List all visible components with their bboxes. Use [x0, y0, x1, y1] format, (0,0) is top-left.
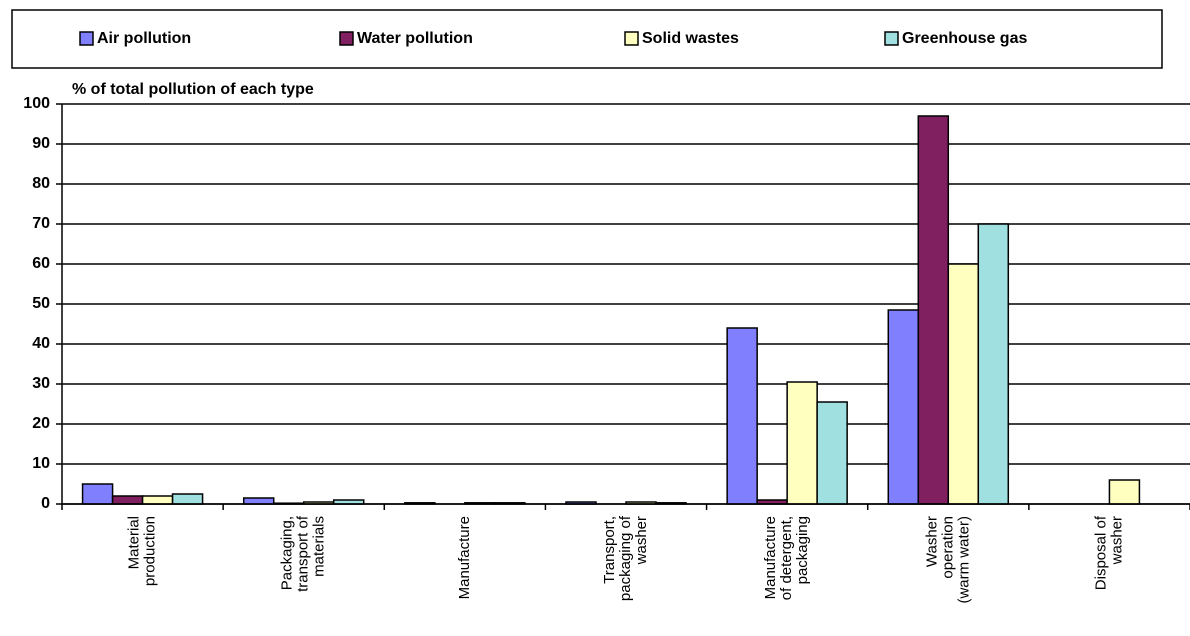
y-tick-label: 10: [32, 455, 50, 472]
legend-swatch: [339, 31, 354, 46]
y-tick-label: 80: [32, 175, 50, 192]
y-axis-label: % of total pollution of each type: [72, 81, 314, 98]
y-tick-label: 70: [32, 215, 50, 232]
bar: [977, 223, 1010, 505]
y-tick-label: 100: [23, 95, 50, 112]
y-tick-label: 30: [32, 375, 50, 392]
y-tick-label: 40: [32, 335, 50, 352]
bar: [242, 497, 275, 505]
y-tick-label: 90: [32, 135, 50, 152]
bar: [81, 483, 114, 505]
bar: [1108, 479, 1141, 505]
bar: [887, 309, 920, 505]
legend-label: Greenhouse gas: [902, 30, 1027, 47]
x-tick-label: Washeroperation(warm water): [923, 516, 972, 604]
legend-box: [11, 9, 1163, 69]
bar: [917, 115, 950, 505]
legend-swatch: [884, 31, 899, 46]
y-tick-label: 0: [41, 495, 50, 512]
x-tick-label: Transport,packaging ofwasher: [601, 515, 650, 601]
x-tick-label: Packaging,transport ofmaterials: [279, 515, 328, 592]
legend-label: Air pollution: [97, 30, 191, 47]
y-tick-label: 50: [32, 295, 50, 312]
y-tick-label: 20: [32, 415, 50, 432]
bar: [141, 495, 174, 505]
bar: [726, 327, 758, 505]
x-tick-label: Manufacture: [456, 516, 473, 599]
x-tick-label: Disposal ofwasher: [1092, 515, 1125, 590]
legend-swatch: [79, 31, 94, 46]
x-tick-label: Materialproduction: [126, 516, 159, 586]
legend-label: Solid wastes: [642, 30, 739, 47]
legend-swatch: [624, 31, 639, 46]
y-tick-label: 60: [32, 255, 50, 272]
bar: [816, 401, 848, 505]
bar: [171, 493, 204, 505]
bar: [111, 495, 144, 505]
bar: [786, 381, 818, 505]
legend-label: Water pollution: [357, 30, 473, 47]
x-tick-label: Manufactureof detergent,packaging: [762, 516, 811, 600]
bar: [947, 263, 980, 505]
